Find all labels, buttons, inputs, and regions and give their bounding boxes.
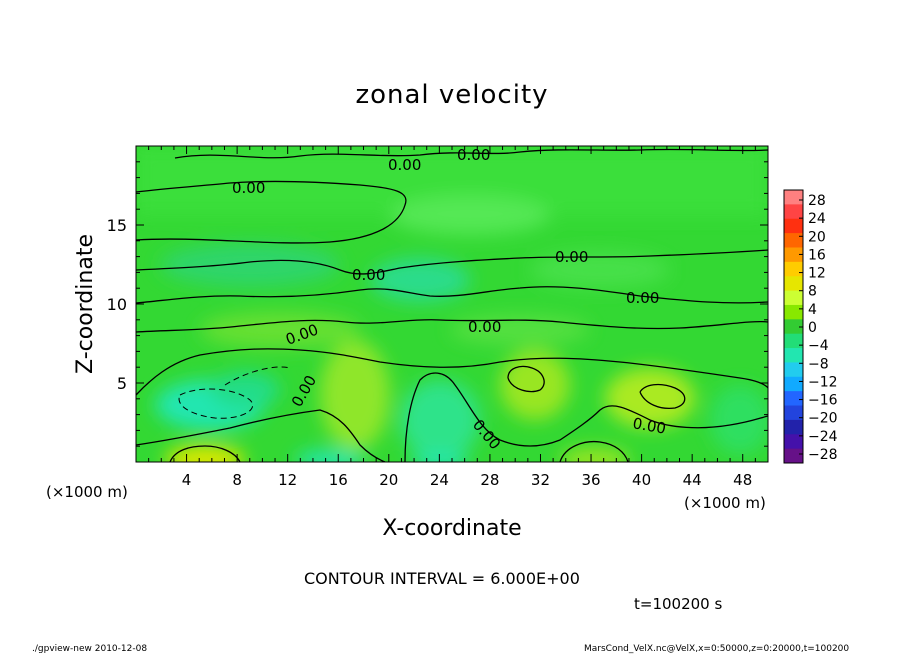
colorbar-label: −8 <box>808 356 829 372</box>
x-tick-label: 12 <box>278 471 297 489</box>
contour-lines <box>136 148 768 462</box>
contour-label: 0.00 <box>626 289 659 307</box>
contour-lower-3 <box>404 372 768 462</box>
x-axis: 4 8 12 16 20 24 28 32 36 40 44 48 <box>148 146 756 489</box>
colorbar-swatch <box>784 319 803 335</box>
colorbar-label: −12 <box>808 374 838 390</box>
contour-label: 0.00 <box>555 248 588 266</box>
colorbar-swatch <box>784 247 803 263</box>
colorbar-swatch <box>784 333 803 349</box>
colorbar-label: 8 <box>808 284 817 300</box>
x-tick-label: 24 <box>430 471 449 489</box>
contour-label: 0.00 <box>232 179 265 197</box>
colorbar-swatch <box>784 190 803 205</box>
footer-right: MarsCond_VelX.nc@VelX,x=0:50000,z=0:2000… <box>584 644 849 654</box>
x-tick-label: 40 <box>632 471 651 489</box>
colorbar-label: 12 <box>808 266 826 282</box>
contour-upper <box>136 180 407 244</box>
colorbar-label: −24 <box>808 429 838 445</box>
contour-label: 0.00 <box>468 318 501 336</box>
y-axis-title: Z-coordinate <box>73 234 98 374</box>
y-tick-label: 15 <box>107 216 127 235</box>
x-tick-label: 20 <box>379 471 398 489</box>
footer-left: ./gpview-new 2010-12-08 <box>32 644 147 654</box>
x-unit-label: (×1000 m) <box>46 483 128 501</box>
colorbar-label: −20 <box>808 411 838 427</box>
x-tick-label: 32 <box>531 471 550 489</box>
x-tick-label: 36 <box>581 471 600 489</box>
contour-lower-2 <box>136 409 386 462</box>
colorbar-swatch <box>784 233 803 248</box>
y-tick-label: 10 <box>107 295 127 314</box>
colorbar-label: 16 <box>808 247 826 263</box>
contour-interval-text: CONTOUR INTERVAL = 6.000E+00 <box>304 569 580 588</box>
colorbar-swatch <box>784 348 803 363</box>
colorbar-swatch <box>784 405 803 421</box>
dashed-contours <box>178 366 291 419</box>
colorbar-swatch <box>784 376 803 392</box>
contour-mid-1 <box>136 249 768 275</box>
colorbar-label: 0 <box>808 320 817 336</box>
colorbar-swatch <box>784 362 803 378</box>
contour-blob-1 <box>507 365 545 393</box>
contour-mid-2 <box>136 286 768 304</box>
contour-label: 0.00 <box>352 266 385 284</box>
colorbar-label: 4 <box>808 302 817 318</box>
y-tick-label: 5 <box>117 374 127 393</box>
x-axis-title: X-coordinate <box>382 516 521 541</box>
contour-lower-1 <box>136 348 768 396</box>
colorbar-swatch <box>784 448 803 464</box>
x-tick-label: 4 <box>182 471 192 489</box>
x-tick-label: 16 <box>329 471 348 489</box>
contour-mid-3 <box>136 319 768 333</box>
colorbar-swatch <box>784 434 803 450</box>
contour-bump-2 <box>559 440 629 462</box>
colorbar-label: 20 <box>808 229 826 245</box>
contour-top <box>174 148 768 159</box>
colorbar: 28 24 20 16 12 8 4 0 −4 −8 −12 −16 −20 −24 −28 <box>783 189 838 464</box>
colorbar-label: 28 <box>808 193 826 209</box>
colorbar-swatch <box>784 391 803 407</box>
colorbar-swatch <box>784 304 803 320</box>
plot-area: 0.00 0.00 0.00 0.00 0.00 0.00 0.00 0.00 … <box>136 146 768 462</box>
x-tick-label: 28 <box>480 471 499 489</box>
contour-bump-1 <box>169 445 241 462</box>
colorbar-label: −28 <box>808 447 838 463</box>
time-text: t=100200 s <box>634 595 722 613</box>
x-unit-label-right: (×1000 m) <box>684 494 766 512</box>
x-tick-label: 44 <box>683 471 702 489</box>
contour-label: 0.00 <box>457 146 490 164</box>
colorbar-label: 24 <box>808 211 826 227</box>
colorbar-swatch <box>784 276 803 292</box>
contour-blob-2 <box>639 383 686 410</box>
contour-label: 0.00 <box>631 414 667 438</box>
colorbar-swatch <box>784 290 803 306</box>
colorbar-swatch <box>784 419 803 435</box>
x-tick-label: 48 <box>733 471 752 489</box>
colorbar-swatch <box>784 261 803 277</box>
contour-label: 0.00 <box>388 156 421 174</box>
dashed-contour-2 <box>224 366 291 386</box>
colorbar-label: −16 <box>808 393 838 409</box>
colorbar-label: −4 <box>808 338 829 354</box>
colorbar-swatch <box>784 204 803 220</box>
y-axis: 5 10 15 <box>107 161 768 447</box>
colorbar-swatch <box>784 218 803 234</box>
chart-title: zonal velocity <box>355 80 548 110</box>
dashed-contour-1 <box>178 388 253 419</box>
x-tick-label: 8 <box>232 471 242 489</box>
